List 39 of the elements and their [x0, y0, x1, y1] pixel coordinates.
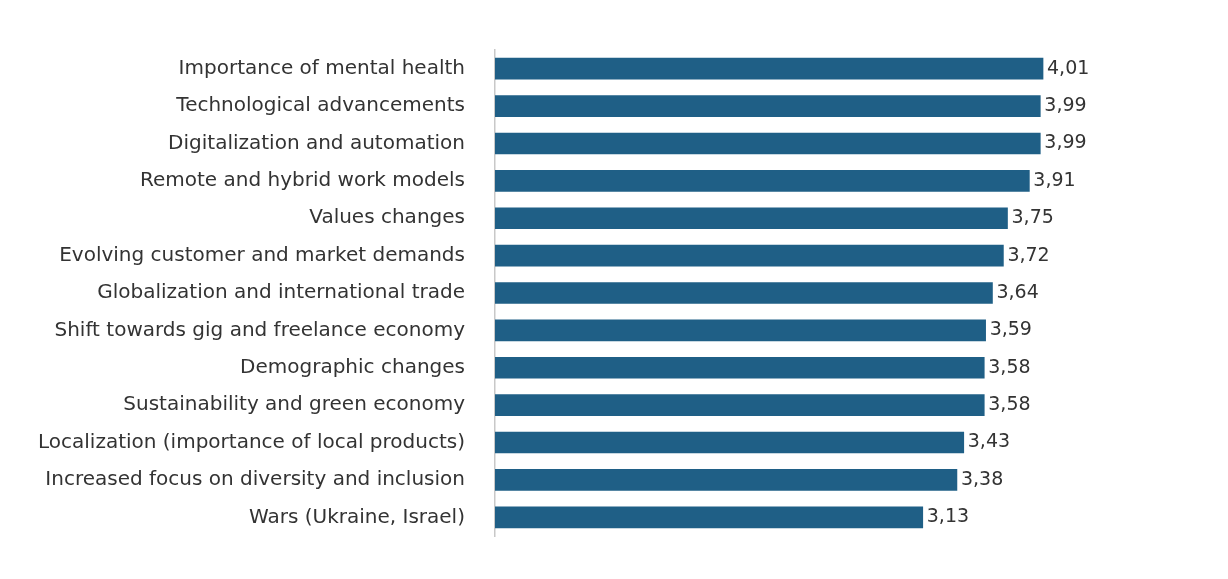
y-tick-label: Demographic changes — [240, 353, 465, 378]
y-tick-label: Localization (importance of local products) — [38, 428, 465, 453]
data-label: 3,75 — [1011, 205, 1054, 228]
y-tick-label: Evolving customer and market demands — [59, 241, 465, 266]
y-tick-label: Increased focus on diversity and inclusion — [45, 466, 465, 491]
data-label: 3,91 — [1033, 167, 1076, 190]
data-label: 3,58 — [988, 392, 1031, 415]
bar — [494, 57, 1044, 80]
y-tick-label: Remote and hybrid work models — [139, 167, 465, 192]
bar — [494, 132, 1041, 155]
y-tick-label: Digitalization and automation — [168, 129, 465, 154]
bar — [494, 469, 958, 491]
y-tick-label: Globalization and international trade — [97, 279, 465, 304]
bar — [494, 244, 1004, 267]
bar — [494, 207, 1008, 230]
data-label: 3,58 — [988, 354, 1031, 377]
y-tick-label: Wars (Ukraine, Israel) — [249, 503, 465, 528]
y-tick-label: Shift towards gig and freelance economy — [54, 316, 466, 341]
bar — [494, 356, 985, 379]
data-label: 3,38 — [960, 466, 1004, 489]
bar — [494, 431, 965, 454]
data-label: 4,01 — [1047, 55, 1090, 78]
y-tick-label: Technological advancements — [175, 92, 465, 117]
data-label: 3,13 — [926, 504, 970, 527]
bar — [494, 319, 986, 342]
data-label: 3,72 — [1007, 242, 1050, 265]
y-tick-label: Sustainability and green economy — [123, 391, 466, 416]
bar — [494, 282, 993, 304]
data-label: 3,43 — [967, 429, 1011, 452]
bar — [494, 394, 985, 416]
bar — [494, 95, 1041, 117]
data-label: 3,99 — [1044, 93, 1087, 116]
y-tick-label: Values changes — [309, 204, 465, 229]
y-tick-label: Importance of mental health — [178, 54, 465, 79]
data-label: 3,64 — [996, 279, 1039, 302]
data-label: 3,99 — [1044, 130, 1087, 153]
bar — [494, 170, 1030, 192]
bar — [494, 506, 924, 529]
data-label: 3,59 — [989, 317, 1032, 340]
